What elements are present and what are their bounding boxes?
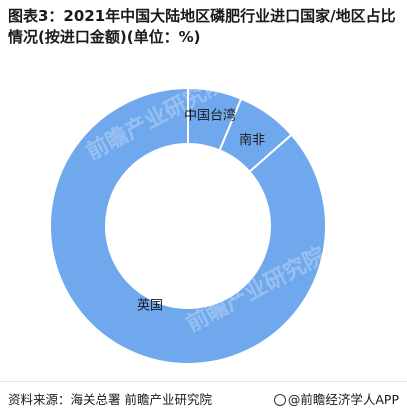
footer-divider — [0, 381, 407, 382]
slice-label: 英国 — [137, 299, 163, 314]
source-note: 资料来源：海关总署 前瞻产业研究院 — [8, 392, 212, 407]
chart-title: 图表3：2021年中国大陆地区磷肥行业进口国家/地区占比情况(按进口金额)(单位… — [8, 7, 396, 46]
slice-label: 中国台湾 — [184, 108, 236, 124]
brand-logo-icon — [273, 394, 286, 406]
brand-credit: @前瞻经济学人APP — [273, 389, 399, 408]
slices-group — [49, 86, 327, 365]
brand-text: @前瞻经济学人APP — [287, 392, 399, 407]
slice-label: 南非 — [239, 132, 265, 148]
donut-slice — [49, 86, 327, 365]
